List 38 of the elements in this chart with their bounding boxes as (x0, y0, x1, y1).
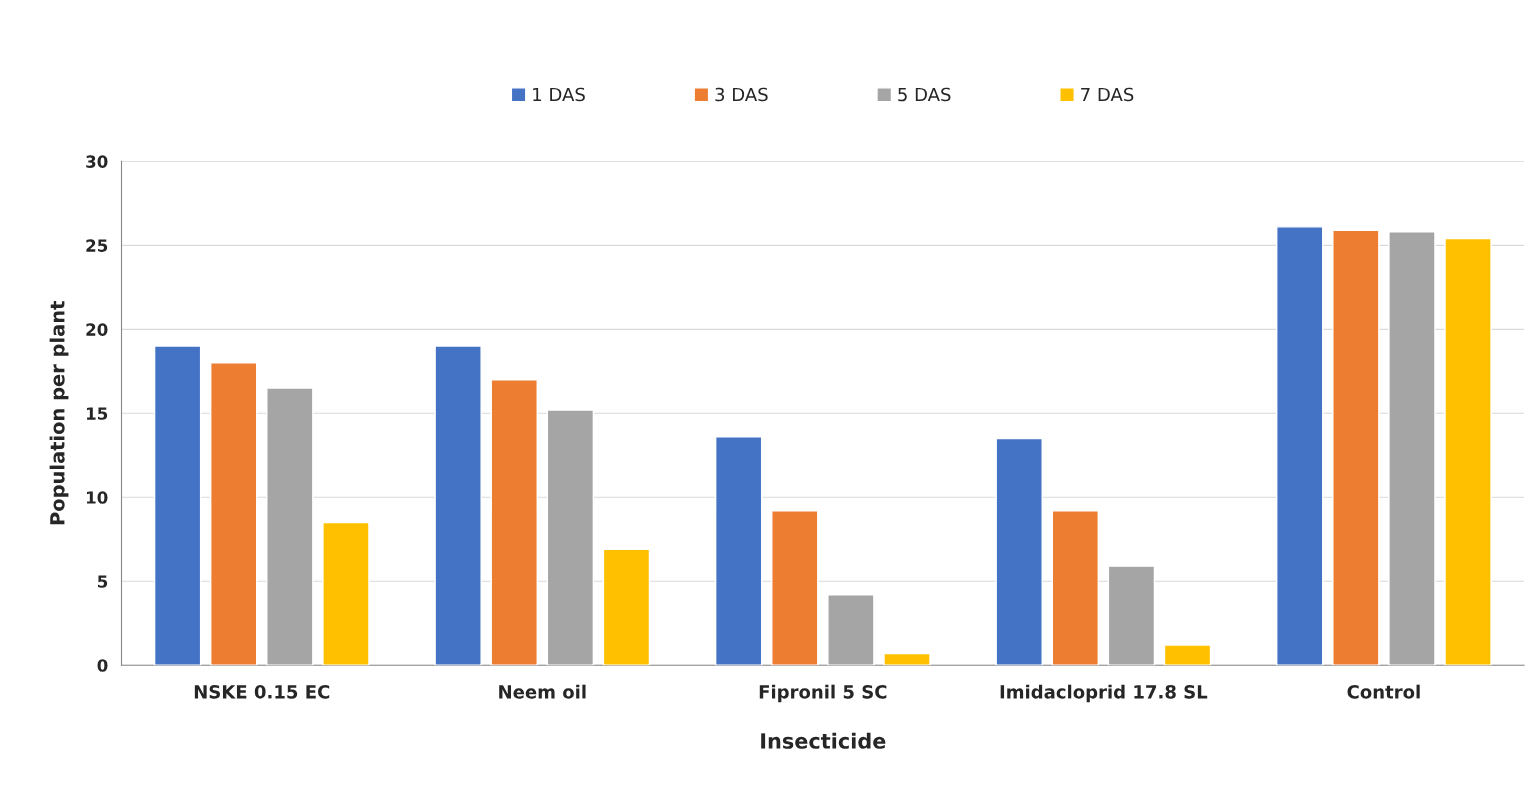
x-axis-title: Insecticide (761, 732, 886, 749)
bar (322, 521, 370, 666)
y-tick-label: 5 (98, 575, 108, 588)
y-axis-title: Population per plant (49, 301, 69, 525)
x-tick-label: Neem oil (499, 684, 586, 699)
bar (490, 379, 538, 666)
bar (1332, 229, 1380, 666)
bar (602, 548, 651, 666)
legend-label: 5 DAS (898, 87, 951, 102)
legend-label: 7 DAS (1081, 87, 1134, 102)
bar (1163, 644, 1212, 666)
bar (1444, 237, 1492, 666)
bar (827, 593, 875, 666)
bar (266, 387, 314, 666)
bar (1107, 565, 1156, 666)
y-tick-label: 10 (87, 491, 108, 504)
bar (434, 345, 482, 666)
bar (153, 345, 202, 666)
y-tick-label: 0 (97, 659, 108, 672)
y-tick-label: 15 (87, 407, 108, 420)
bar (771, 510, 819, 666)
y-tick-label: 20 (86, 323, 108, 336)
bar (210, 362, 258, 666)
x-tick-label: Fipronil 5 SC (759, 684, 887, 703)
bar (995, 437, 1043, 666)
bar (714, 436, 763, 666)
y-tick-label: 30 (86, 155, 108, 168)
bar (1276, 226, 1324, 666)
bar (1388, 231, 1436, 666)
x-tick-label: NSKE 0.15 EC (194, 684, 330, 699)
bar (1051, 510, 1100, 666)
legend-label: 3 DAS (715, 87, 768, 102)
bar (883, 652, 931, 666)
legend-label: 1 DAS (533, 87, 585, 102)
bar (546, 409, 595, 666)
x-tick-label: Imidacloprid 17.8 SL (1000, 684, 1208, 703)
x-tick-label: Control (1347, 684, 1420, 699)
y-tick-label: 25 (86, 239, 108, 252)
